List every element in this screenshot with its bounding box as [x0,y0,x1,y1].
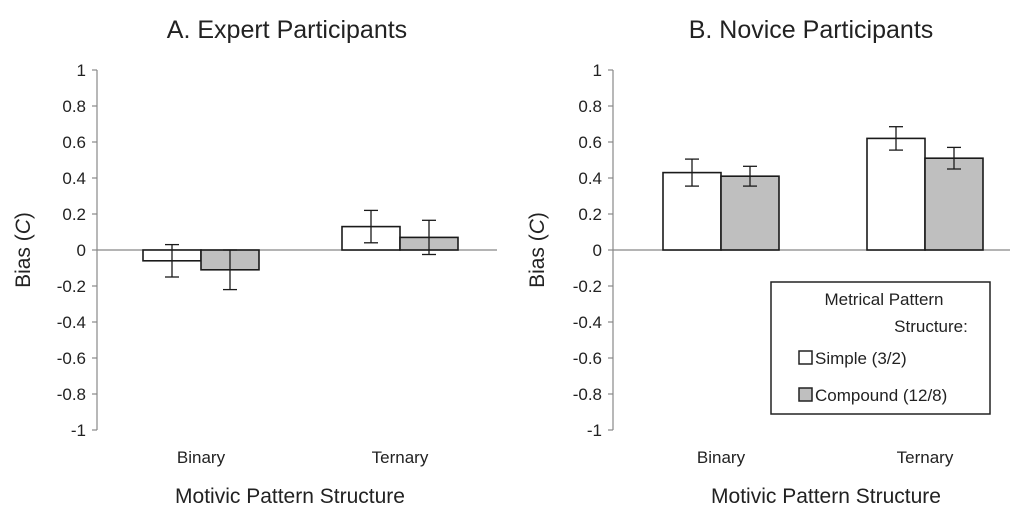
chart-a-category-label: Ternary [372,448,429,467]
chart-b-category-label: Ternary [897,448,954,467]
chart-a-y-tick-label: 0.8 [62,97,86,116]
chart-b-y-tick-label: -0.4 [573,313,602,332]
chart-b-bar-compound-ternary [924,157,984,251]
chart-b-y-tick-label: 0.6 [578,133,602,152]
legend-title-line1: Metrical Pattern [824,290,943,309]
chart-b-legend: Metrical Pattern Structure: Simple (3/2)… [770,281,991,415]
chart-b-y-tick-label: 1 [593,61,602,80]
chart-a-y-tick-label: 1 [77,61,86,80]
legend-title-line2: Structure: [894,317,968,336]
chart-a-title: A. Expert Participants [167,16,407,44]
chart-a-y-tick-label: -1 [71,421,86,440]
legend-label-compound: Compound (12/8) [815,386,947,405]
chart-b-y-tick-label: -0.8 [573,385,602,404]
chart-a-y-axis-title: Bias (C) [12,212,35,288]
legend-label-simple: Simple (3/2) [815,349,907,368]
chart-b-y-axis-title: Bias (C) [526,212,549,288]
chart-a-y-tick-label: -0.4 [57,313,86,332]
chart-b-y-tick-label: 0 [593,241,602,260]
chart-a-category-label: Binary [177,448,226,467]
chart-b-y-tick-label: 0.8 [578,97,602,116]
chart-b-y-tick-label: -1 [587,421,602,440]
chart-a-y-tick-label: -0.2 [57,277,86,296]
chart-a-x-axis-title: Motivic Pattern Structure [175,485,405,506]
chart-b-bar-simple-ternary [866,137,926,251]
chart-a-y-tick-label: -0.8 [57,385,86,404]
chart-b-y-tick-label: 0.4 [578,169,602,188]
chart-b-y-tick-label: 0.2 [578,205,602,224]
chart-b-category-label: Binary [697,448,746,467]
chart-a-y-tick-label: 0.4 [62,169,86,188]
chart-a-y-tick-label: 0 [77,241,86,260]
chart-b-y-tick-label: -0.2 [573,277,602,296]
chart-b-bar-compound-binary [720,175,780,251]
chart-a-y-tick-label: 0.2 [62,205,86,224]
chart-b-title: B. Novice Participants [689,16,934,44]
chart-b-x-axis-title: Motivic Pattern Structure [711,485,941,506]
legend-swatch-compound [798,387,813,402]
chart-a-y-tick-label: -0.6 [57,349,86,368]
chart-b-y-tick-label: -0.6 [573,349,602,368]
legend-swatch-simple [798,350,813,365]
chart-a-y-tick-label: 0.6 [62,133,86,152]
